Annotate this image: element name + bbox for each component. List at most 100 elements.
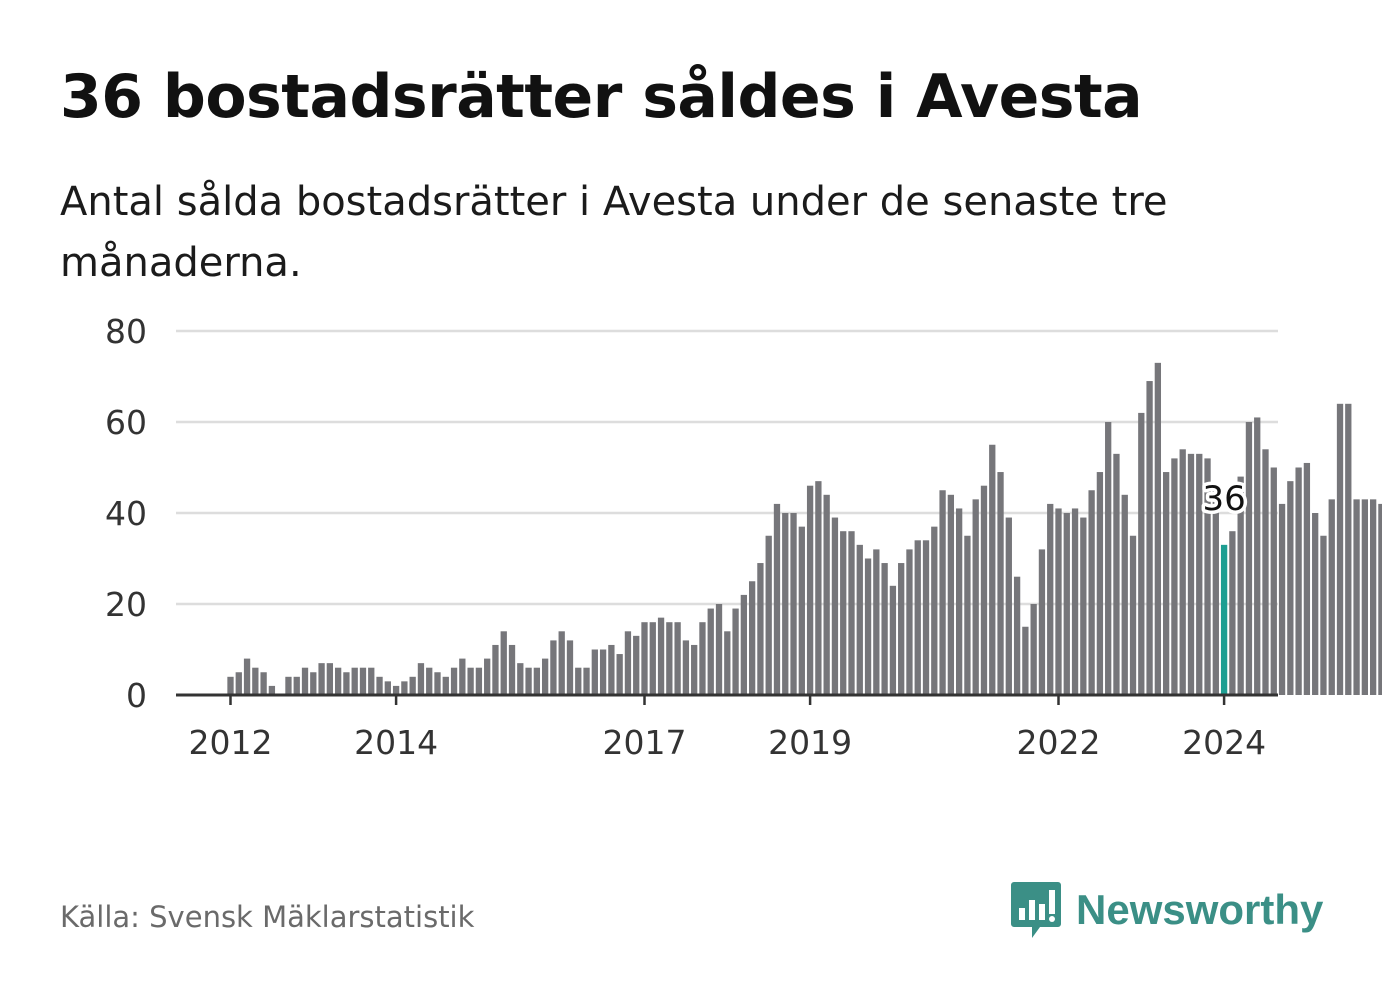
bar — [806, 485, 814, 695]
bar — [989, 444, 996, 695]
bars — [227, 362, 1382, 695]
bar — [641, 622, 648, 695]
bar — [293, 676, 300, 695]
bar — [426, 667, 433, 695]
y-axis-labels: 0 20 40 60 80 — [105, 312, 147, 715]
brand[interactable]: Newsworthy — [1010, 880, 1323, 940]
bar — [616, 654, 623, 695]
bar — [1055, 508, 1062, 695]
x-axis: 2012 2014 2017 2019 2022 2024 — [176, 693, 1278, 762]
grid-lines — [176, 329, 1278, 606]
bar — [997, 472, 1004, 695]
bar — [906, 549, 913, 695]
bar — [757, 563, 764, 695]
bar — [260, 672, 267, 695]
bar — [740, 594, 748, 695]
bar — [1171, 458, 1178, 695]
bar — [732, 608, 739, 695]
bar — [1345, 403, 1352, 695]
bar — [1005, 517, 1012, 695]
bar — [1030, 604, 1037, 695]
x-tick-label: 2024 — [1182, 723, 1266, 762]
bar — [608, 644, 615, 695]
bar — [326, 663, 334, 695]
bar — [1229, 531, 1236, 695]
bar — [864, 558, 872, 695]
bar — [765, 535, 772, 695]
x-tick-label: 2017 — [603, 723, 687, 762]
bar — [898, 563, 905, 695]
bar — [575, 667, 582, 695]
bar — [856, 544, 863, 695]
bar — [964, 535, 971, 695]
bar — [318, 663, 325, 695]
bar — [517, 663, 524, 695]
bar — [947, 494, 955, 695]
bar — [1320, 535, 1327, 695]
bar — [823, 494, 830, 695]
bar — [434, 672, 441, 695]
newsworthy-logo-icon — [1011, 882, 1061, 938]
bar — [334, 667, 342, 695]
bar — [922, 540, 930, 695]
bar — [1369, 499, 1377, 695]
bar — [1361, 499, 1369, 695]
bar — [748, 581, 756, 695]
bar — [1295, 467, 1302, 695]
bar — [848, 531, 855, 695]
bar — [914, 540, 921, 695]
bar — [442, 676, 449, 695]
bar — [674, 622, 681, 695]
bar — [1013, 576, 1021, 695]
bar — [508, 644, 516, 695]
bar — [831, 517, 839, 695]
bar — [401, 681, 408, 695]
brand-name: Newsworthy — [1076, 886, 1324, 933]
bar — [1245, 422, 1253, 695]
y-tick-label: 60 — [105, 403, 147, 442]
bar — [715, 604, 723, 695]
bar — [268, 685, 276, 695]
bar — [624, 631, 632, 695]
bar — [599, 649, 607, 695]
bar — [1212, 485, 1219, 695]
highlight-value-label: 36 — [1202, 479, 1245, 519]
x-tick-label: 2012 — [189, 723, 273, 762]
bar — [583, 667, 590, 695]
bar — [1038, 549, 1046, 695]
bar — [980, 485, 988, 695]
bar — [1278, 503, 1286, 695]
bar — [699, 622, 706, 695]
bar — [633, 635, 640, 695]
bar — [1080, 517, 1087, 695]
bar — [359, 667, 367, 695]
bar — [782, 513, 789, 695]
bar — [691, 644, 698, 695]
chart-title: 36 bostadsrätter såldes i Avesta — [60, 62, 1143, 132]
bar — [1138, 412, 1145, 695]
bar — [301, 667, 309, 695]
bar — [550, 640, 557, 695]
bar — [1328, 499, 1335, 695]
bar — [873, 549, 880, 695]
bar — [492, 644, 499, 695]
x-tick-label: 2014 — [354, 723, 438, 762]
bar — [351, 667, 358, 695]
bar — [1187, 453, 1195, 695]
bar — [1088, 490, 1095, 695]
bar — [1353, 499, 1360, 695]
bar — [798, 526, 805, 695]
bar — [475, 667, 483, 695]
bar — [1096, 472, 1104, 695]
annotation: 36 — [1199, 476, 1249, 523]
x-tick-label: 2019 — [768, 723, 852, 762]
bar — [1270, 467, 1277, 695]
bar — [881, 563, 888, 695]
bar — [368, 667, 375, 695]
bar — [682, 640, 690, 695]
bar — [243, 658, 251, 695]
bar — [1336, 403, 1344, 695]
bar — [707, 608, 714, 695]
bar — [409, 676, 416, 695]
